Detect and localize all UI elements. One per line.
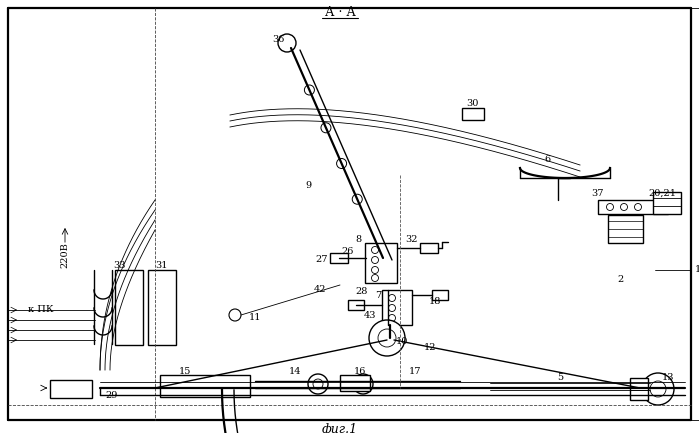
Text: 20,21: 20,21 — [648, 188, 676, 197]
Text: 27: 27 — [316, 255, 329, 265]
Text: 5: 5 — [557, 374, 563, 382]
Text: 17: 17 — [409, 366, 421, 375]
Text: 16: 16 — [354, 366, 366, 375]
Bar — [462, 108, 484, 120]
Circle shape — [313, 379, 323, 389]
Bar — [598, 200, 668, 214]
Bar — [365, 243, 397, 283]
Text: 220В: 220В — [61, 242, 69, 268]
Circle shape — [371, 256, 378, 264]
Bar — [340, 375, 370, 391]
Text: 6: 6 — [544, 155, 550, 165]
Circle shape — [321, 123, 331, 133]
Circle shape — [353, 374, 373, 394]
Bar — [653, 192, 681, 214]
Circle shape — [621, 204, 628, 210]
Circle shape — [635, 204, 642, 210]
Text: 36: 36 — [272, 36, 284, 45]
Bar — [330, 253, 348, 263]
Bar — [50, 380, 92, 398]
Text: 2: 2 — [617, 275, 623, 284]
Circle shape — [369, 320, 405, 356]
Circle shape — [304, 85, 315, 95]
Text: фиг.1: фиг.1 — [322, 423, 358, 433]
Text: 11: 11 — [249, 313, 261, 323]
Circle shape — [389, 304, 396, 311]
Text: 7: 7 — [375, 291, 381, 301]
Text: 43: 43 — [363, 311, 376, 320]
Text: 31: 31 — [156, 261, 168, 269]
Bar — [608, 215, 643, 243]
Bar — [382, 290, 412, 325]
Text: 1: 1 — [695, 265, 699, 275]
Circle shape — [389, 314, 396, 321]
Circle shape — [607, 204, 614, 210]
Text: 29: 29 — [106, 391, 118, 400]
Bar — [160, 375, 250, 397]
Bar — [420, 243, 438, 253]
Text: А · А: А · А — [324, 6, 355, 19]
Circle shape — [229, 309, 241, 321]
Circle shape — [358, 379, 368, 389]
Circle shape — [308, 374, 328, 394]
Circle shape — [389, 294, 396, 301]
Text: 32: 32 — [405, 236, 418, 245]
Circle shape — [650, 381, 666, 397]
Text: 30: 30 — [466, 100, 478, 109]
Circle shape — [278, 34, 296, 52]
Text: 10: 10 — [396, 337, 408, 346]
Text: 14: 14 — [289, 368, 301, 377]
Bar — [148, 270, 176, 345]
Text: 12: 12 — [424, 343, 436, 352]
Text: 42: 42 — [314, 285, 326, 294]
Text: к ПК: к ПК — [28, 306, 54, 314]
Text: 13: 13 — [662, 374, 675, 382]
Circle shape — [378, 329, 396, 347]
Text: 26: 26 — [342, 248, 354, 256]
Bar — [432, 290, 448, 300]
Text: 15: 15 — [179, 366, 192, 375]
Circle shape — [352, 194, 362, 204]
Text: 33: 33 — [114, 261, 127, 269]
Text: 28: 28 — [356, 288, 368, 297]
Bar — [630, 378, 648, 400]
Circle shape — [642, 373, 674, 405]
Bar — [115, 270, 143, 345]
Circle shape — [371, 246, 378, 253]
Circle shape — [337, 158, 347, 168]
Text: 9: 9 — [305, 181, 311, 190]
Text: 8: 8 — [355, 236, 361, 245]
Text: 37: 37 — [591, 190, 603, 198]
Circle shape — [371, 275, 378, 281]
Bar — [348, 300, 364, 310]
Circle shape — [371, 266, 378, 274]
Text: 18: 18 — [428, 297, 441, 307]
